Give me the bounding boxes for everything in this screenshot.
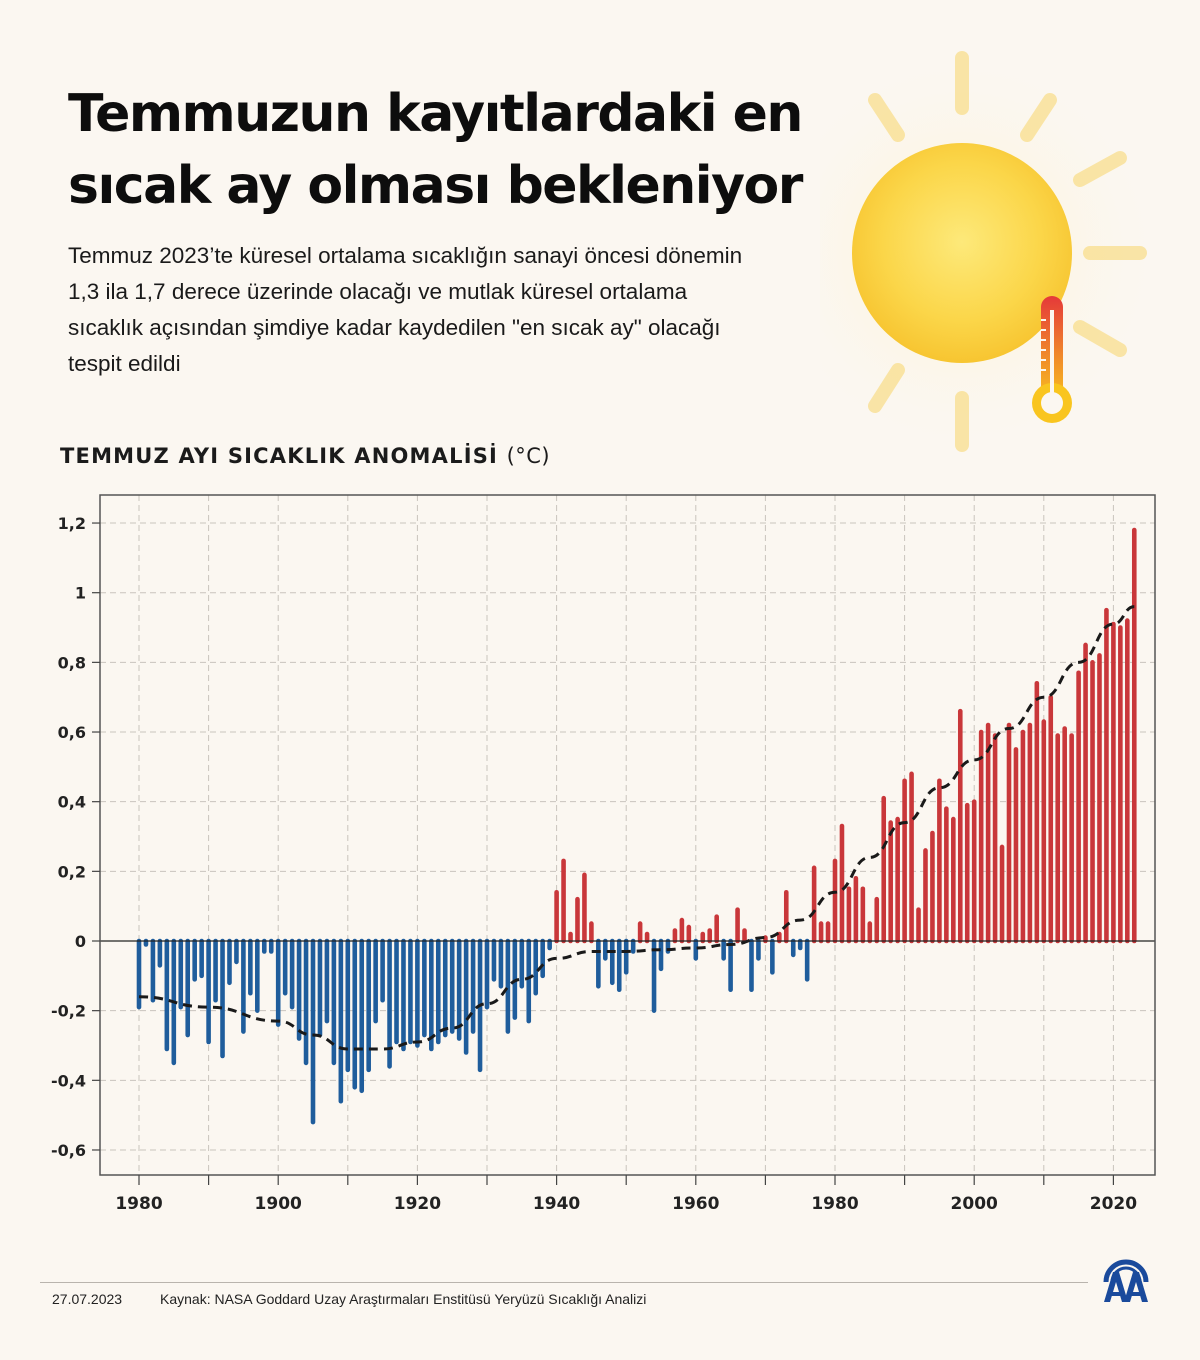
sun-icon: [852, 143, 1072, 363]
chart-heading: TEMMUZ AYI SICAKLIK ANOMALİSİ (°C): [60, 444, 550, 468]
y-tick-label: 0: [75, 932, 86, 951]
aa-logo-icon: [1103, 1259, 1149, 1302]
y-tick-label: 1: [75, 584, 86, 603]
x-tick-label: 2000: [951, 1194, 998, 1214]
chart-bars: [136, 527, 1137, 1125]
title-line-2: sıcak ay olması bekleniyor: [68, 156, 803, 216]
y-tick-label: -0,4: [51, 1071, 86, 1090]
plot-frame: [99, 494, 1156, 1176]
y-tick-label: -0,2: [51, 1002, 86, 1021]
x-axis: 1980 1900 1920 1940 1960 1980 2000 2020: [115, 1175, 1137, 1214]
footer-source: Kaynak: NASA Goddard Uzay Araştırmaları …: [160, 1291, 647, 1307]
x-tick-label: 1900: [255, 1194, 302, 1214]
x-tick-label: 1980: [115, 1194, 162, 1214]
chart-heading-unit: (°C): [506, 444, 551, 468]
sun-rays: [868, 51, 1147, 452]
x-tick-label: 1980: [811, 1194, 858, 1214]
page-title: Temmuzun kayıtlardaki en sıcak ay olması…: [68, 78, 868, 222]
anomaly-chart: 1,210,80,60,40,20-0,2-0,4-0,6 1980 1900 19…: [51, 494, 1156, 1214]
y-axis: 1,2 1 0,8 0,6 0,4 0,2 0 -0,2 -0,4 -0,6: [51, 514, 100, 1160]
x-tick-label: 2020: [1090, 1194, 1137, 1214]
sun-illustration: [820, 51, 1162, 453]
y-tick-label: 0,6: [58, 723, 86, 742]
y-tick-label: 0,8: [58, 653, 86, 672]
y-tick-label: 0,2: [58, 862, 86, 881]
thermometer-icon: [1032, 296, 1072, 423]
x-tick-label: 1920: [394, 1194, 441, 1214]
y-tick-label: 0,4: [58, 793, 86, 812]
footer-divider: [40, 1282, 1088, 1283]
title-line-1: Temmuzun kayıtlardaki en: [68, 84, 803, 144]
subtitle: Temmuz 2023’te küresel ortalama sıcaklığ…: [68, 243, 743, 376]
chart-heading-label: TEMMUZ AYI SICAKLIK ANOMALİSİ: [60, 444, 499, 468]
x-tick-label: 1940: [533, 1194, 580, 1214]
y-tick-label: 1,2: [58, 514, 86, 533]
trend-line: [138, 605, 1135, 1051]
footer-date: 27.07.2023: [52, 1291, 123, 1307]
y-tick-label: -0,6: [51, 1141, 86, 1160]
x-tick-label: 1960: [672, 1194, 719, 1214]
